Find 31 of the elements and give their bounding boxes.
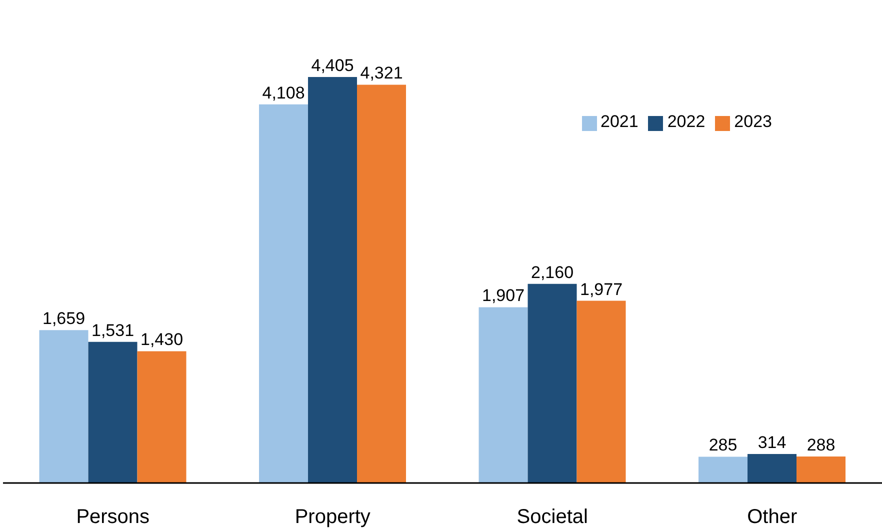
data-label: 1,430 (140, 330, 184, 350)
bar (39, 330, 88, 483)
legend-label: 2023 (734, 112, 772, 131)
data-label: 288 (806, 435, 836, 454)
bar (137, 351, 186, 483)
legend-label: 2021 (600, 112, 638, 131)
x-tick-label: Persons (76, 506, 150, 528)
bar (748, 454, 797, 483)
data-label: 1,531 (91, 320, 134, 340)
data-label: 1,659 (42, 309, 86, 328)
bar (698, 456, 748, 483)
bar (478, 307, 528, 483)
bar (528, 284, 577, 483)
legend-label: 2022 (667, 112, 706, 131)
bar (576, 300, 626, 483)
data-label: 314 (758, 433, 786, 452)
data-label: 4,321 (360, 64, 403, 83)
bar (259, 104, 308, 483)
data-label: 1,977 (580, 280, 623, 299)
bar (357, 84, 406, 483)
x-tick-label: Other (747, 506, 798, 528)
data-label: 2,160 (530, 262, 574, 282)
data-label: 285 (708, 436, 738, 455)
bar (796, 456, 846, 483)
data-label: 1,907 (482, 286, 525, 306)
x-tick-label: Societal (516, 506, 588, 528)
bar (308, 77, 358, 483)
data-label: 4,405 (311, 56, 354, 75)
x-tick-label: Property (294, 506, 370, 528)
bar (88, 342, 138, 483)
data-label: 4,108 (262, 83, 305, 102)
